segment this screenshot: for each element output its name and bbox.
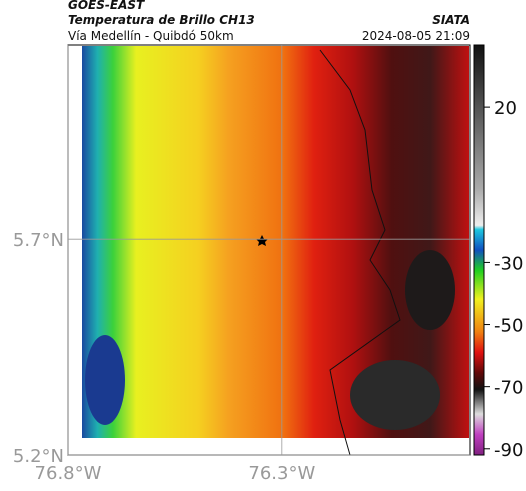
x-tick-label: 76.8°W [35,463,102,484]
route: Vía Medellín - Quibdó 50km [68,29,234,43]
colorbar-tick-label: -30 [494,253,523,274]
subtitle: Temperatura de Brillo CH13 [68,13,255,27]
colorbar-tick-label: -50 [494,316,523,337]
colorbar-tick-label: 20 [494,98,517,119]
y-tick-label: 5.7°N [13,230,64,251]
colorbar-tick-label: -70 [494,378,523,399]
border [319,49,401,456]
y-tick-label: 5.2°N [13,446,64,467]
title: GOES-EAST [68,0,145,12]
colorbar [473,44,485,456]
source: SIATA [432,13,470,27]
x-tick-label: 76.3°W [248,463,315,484]
cold-cloud [405,250,455,330]
timestamp: 2024-08-05 21:09 [362,29,470,43]
cold-cloud [350,360,440,430]
warm-area [85,335,125,425]
station-marker [256,235,268,246]
colorbar-tick-label: -90 [494,440,523,461]
